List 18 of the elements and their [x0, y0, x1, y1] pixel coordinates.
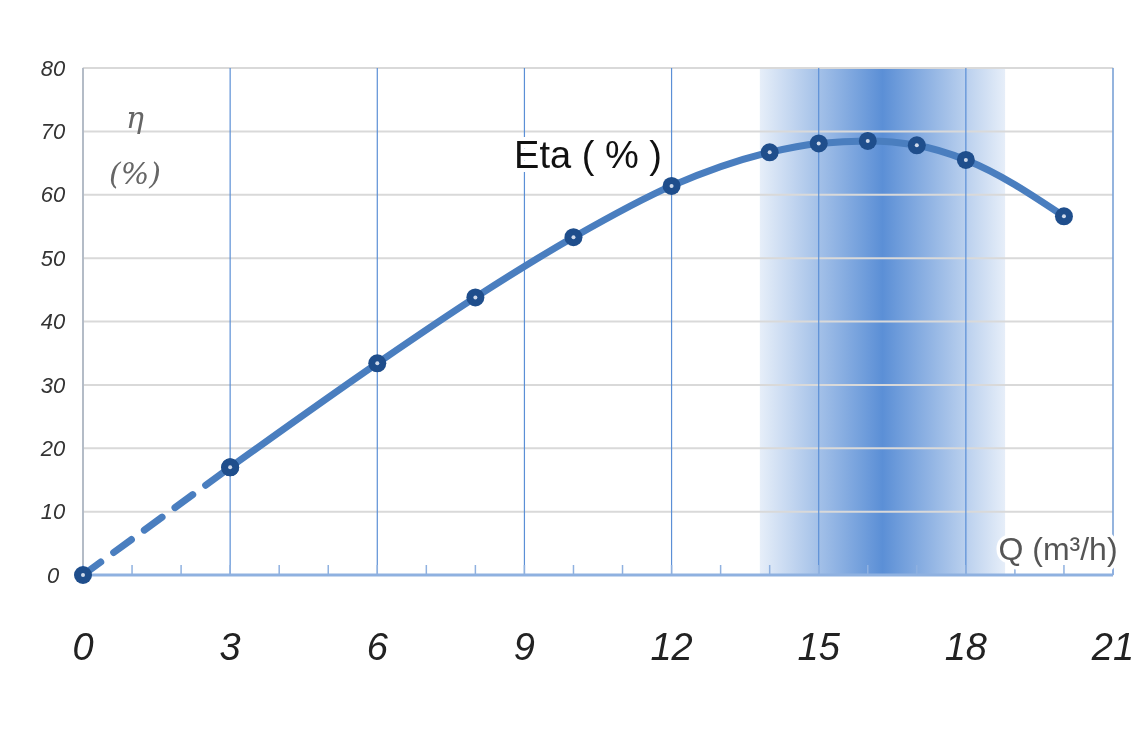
y-tick-label: 70	[40, 119, 66, 145]
y-tick-label: 40	[40, 309, 66, 335]
x-tick-label: 21	[1090, 626, 1135, 668]
y-tick-label: 50	[40, 245, 66, 271]
y-tick-label: 30	[40, 372, 66, 398]
y-tick-label: 20	[39, 435, 66, 461]
x-tick-label: 12	[650, 626, 693, 668]
y-tick-label: 0	[46, 562, 60, 588]
x-tick-label: 9	[513, 626, 535, 668]
x-tick-label: 15	[797, 626, 841, 668]
x-tick-label: 18	[944, 626, 987, 668]
x-tick-label: 3	[219, 626, 241, 668]
y-tick-label: 60	[40, 182, 66, 208]
y-tick-label: 10	[40, 499, 66, 525]
x-tick-label: 6	[366, 626, 389, 668]
y-axis-title: η (%)	[109, 100, 161, 191]
y-tick-label: 80	[40, 55, 66, 81]
x-tick-label: 0	[72, 626, 94, 668]
